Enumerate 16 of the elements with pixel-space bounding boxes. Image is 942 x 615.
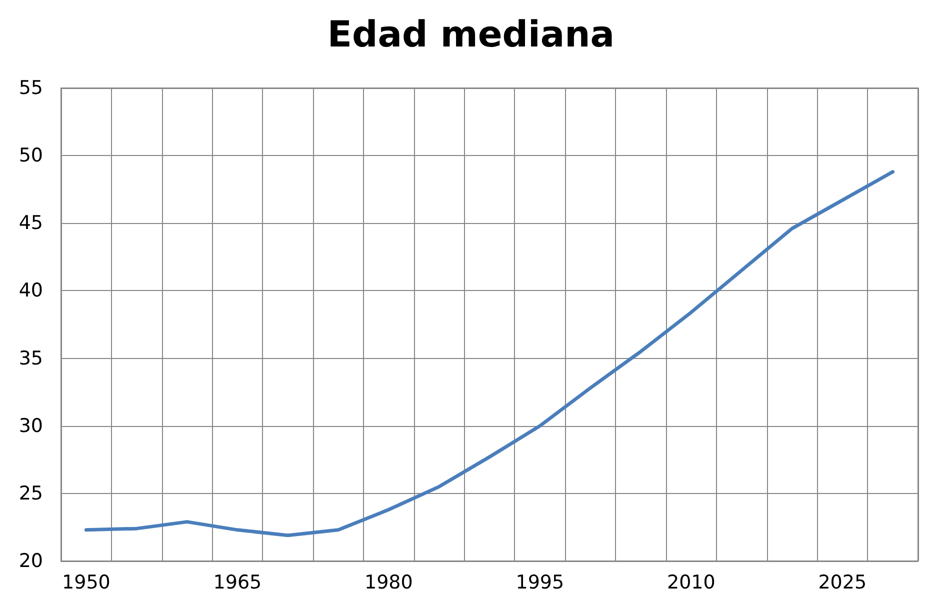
y-tick-label: 55 (18, 77, 43, 99)
y-tick-label: 45 (18, 212, 43, 234)
x-tick-label: 1980 (364, 572, 413, 594)
x-tick-label: 2010 (666, 572, 716, 594)
x-tick-label: 1965 (213, 572, 262, 594)
x-tick-label: 1995 (516, 572, 564, 594)
y-tick-label: 20 (18, 550, 43, 572)
y-tick-label: 50 (18, 144, 43, 167)
y-tick-label: 40 (18, 280, 43, 302)
x-tick-label: 1950 (62, 572, 110, 594)
y-tick-label: 35 (18, 347, 43, 370)
line-series (84, 170, 895, 538)
x-tick-label: 2025 (818, 572, 867, 594)
y-tick-label: 30 (18, 414, 43, 437)
chart-title: Edad mediana (327, 14, 615, 56)
y-tick-label: 25 (18, 482, 43, 504)
